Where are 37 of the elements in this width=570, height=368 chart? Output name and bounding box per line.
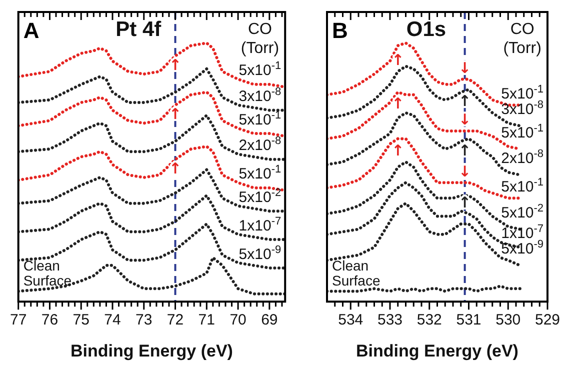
x-tick-label: 75 — [72, 312, 90, 329]
x-tick-label: 73 — [136, 312, 152, 329]
x-tick-label: 72 — [166, 312, 184, 329]
chart-title: Pt 4f — [116, 18, 162, 41]
x-tick-label: 532 — [416, 312, 442, 329]
annotation: ↑ — [392, 94, 404, 113]
x-tick-label: 74 — [104, 312, 121, 329]
annotation: ↑ — [458, 92, 472, 110]
annotation: ↑ — [168, 56, 182, 74]
x-tick-label: 69 — [261, 312, 278, 329]
x-axis-title: Binding Energy (eV) — [356, 341, 518, 360]
series-label: Clean Surface — [23, 257, 72, 288]
x-tick-label: 534 — [338, 312, 364, 329]
x-tick-label: 531 — [456, 312, 482, 329]
x-axis-title: Binding Energy (eV) — [70, 341, 233, 360]
annotation: ↑ — [458, 141, 472, 160]
x-tick-label: 76 — [41, 312, 58, 329]
legend-title: CO (Torr) — [240, 21, 280, 57]
annotation: ↑ — [458, 193, 472, 212]
x-tick-label: 530 — [496, 312, 521, 329]
annotation: ↑ — [392, 141, 404, 160]
annotation: ↑ — [168, 105, 182, 124]
text: B — [332, 18, 348, 43]
annotation: ↓ — [458, 110, 472, 129]
x-tick-label: 529 — [534, 312, 560, 329]
annotation: ↓ — [458, 162, 472, 180]
annotation: ↑ — [168, 159, 182, 178]
series-label: Clean Surface — [332, 257, 380, 288]
x-tick-label: 533 — [377, 312, 403, 329]
text: A — [23, 18, 40, 43]
annotation: ↓ — [458, 59, 472, 78]
annotation: ↑ — [392, 50, 404, 69]
x-tick-label: 71 — [198, 312, 215, 329]
legend-title: CO (Torr) — [503, 21, 542, 57]
x-tick-label: 77 — [10, 312, 27, 329]
chart-title: O1s — [406, 18, 446, 41]
x-tick-label: 70 — [230, 312, 246, 329]
